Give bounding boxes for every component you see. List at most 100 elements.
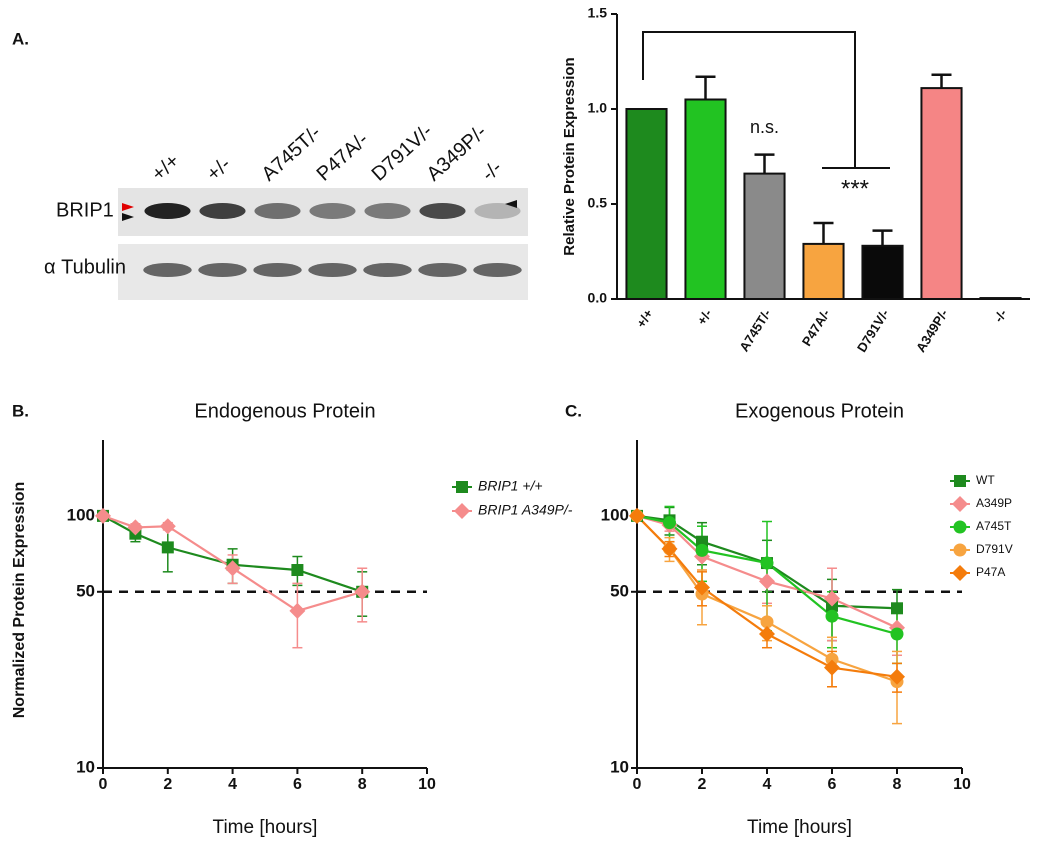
- annotation: ***: [841, 175, 869, 202]
- legend-marker: [954, 475, 966, 487]
- lane-label: A349P/-: [423, 121, 491, 186]
- data-point: [661, 540, 678, 557]
- data-point: [890, 627, 904, 641]
- x-tick-label: 6: [828, 776, 837, 793]
- x-axis-label: Time [hours]: [747, 817, 852, 838]
- data-point: [291, 564, 304, 577]
- y-axis-label: Normalized Protein Expression: [11, 482, 28, 719]
- x-tick-label: A349P/-: [913, 306, 951, 354]
- x-tick-label: +/+: [633, 306, 656, 330]
- chart-title: Exogenous Protein: [735, 400, 904, 422]
- blot-band: [198, 263, 247, 277]
- legend-marker: [952, 565, 968, 581]
- annotation: n.s.: [750, 117, 779, 137]
- legend-marker: [454, 503, 470, 519]
- blot-band: [144, 203, 191, 219]
- x-tick-label: -/-: [991, 306, 1010, 324]
- x-tick-label: 10: [953, 776, 971, 793]
- x-tick-label: 4: [763, 776, 772, 793]
- y-tick-label: 100: [67, 505, 95, 524]
- x-tick-label: 0: [633, 776, 642, 793]
- blot-band: [418, 263, 467, 277]
- blot-row-label: α Tubulin: [44, 256, 126, 278]
- x-tick-label: 2: [698, 776, 707, 793]
- data-point: [224, 560, 241, 577]
- blot-row-label: BRIP1: [56, 199, 114, 221]
- blot-band: [364, 203, 411, 219]
- data-point: [159, 518, 176, 535]
- legend-label: P47A: [976, 565, 1005, 579]
- legend-label: WT: [976, 473, 995, 487]
- x-tick-label: 4: [228, 776, 237, 793]
- significance-bracket: [642, 31, 890, 169]
- arrowhead: [505, 200, 517, 208]
- panel-label: C.: [565, 401, 582, 420]
- data-point: [824, 590, 840, 607]
- y-tick-label: 50: [610, 581, 629, 600]
- x-tick-label: 8: [893, 776, 902, 793]
- x-tick-label: +/-: [694, 306, 715, 327]
- data-point: [354, 583, 371, 600]
- data-point: [825, 652, 839, 666]
- y-tick-label: 10: [610, 757, 629, 776]
- blot-band: [253, 263, 302, 277]
- x-tick-label: 10: [418, 776, 436, 793]
- lane-label: -/-: [478, 157, 507, 186]
- blot-band: [473, 263, 522, 277]
- blot-band: [143, 263, 192, 277]
- legend-label: D791V: [976, 542, 1013, 556]
- x-tick-label: 0: [99, 776, 108, 793]
- data-point: [694, 579, 710, 596]
- y-tick-label: 1.5: [588, 5, 608, 21]
- blot-band: [308, 263, 357, 277]
- data-point: [889, 668, 905, 685]
- legend-marker: [953, 543, 967, 557]
- lane-label: +/-: [203, 153, 235, 185]
- legend-marker: [952, 496, 968, 512]
- data-point: [629, 507, 645, 524]
- blot-band: [254, 203, 301, 219]
- x-tick-label: 2: [163, 776, 172, 793]
- chart-title: Endogenous Protein: [194, 400, 375, 422]
- legend-marker: [456, 481, 468, 493]
- data-point: [95, 507, 111, 524]
- lane-label: A745T/-: [258, 122, 326, 186]
- legend-marker: [953, 520, 967, 534]
- data-point: [760, 556, 774, 570]
- data-point: [760, 615, 774, 629]
- y-axis-label: Relative Protein Expression: [561, 57, 578, 255]
- bar: [920, 87, 963, 300]
- blot-band: [419, 203, 466, 219]
- data-point: [759, 626, 775, 643]
- data-point: [891, 602, 903, 615]
- y-tick-label: 1.0: [588, 100, 608, 116]
- data-point: [127, 519, 144, 536]
- data-point: [289, 602, 306, 619]
- lane-label: D791V/-: [368, 120, 437, 185]
- bar: [743, 172, 786, 301]
- blot-band: [474, 203, 521, 219]
- arrowhead: [122, 213, 134, 221]
- bar: [861, 244, 904, 301]
- x-tick-label: D791V/-: [854, 306, 892, 354]
- y-tick-label: 0.0: [588, 290, 608, 306]
- legend-label: BRIP1 A349P/-: [478, 502, 573, 518]
- x-tick-label: A745T/-: [736, 306, 774, 354]
- data-point: [824, 659, 840, 676]
- x-tick-label: 8: [358, 776, 367, 793]
- data-point: [663, 516, 676, 530]
- blot-band: [309, 203, 356, 219]
- y-tick-label: 10: [76, 757, 95, 776]
- x-tick-label: P47A/-: [799, 306, 833, 348]
- y-tick-label: 0.5: [588, 195, 608, 211]
- data-point: [759, 573, 775, 590]
- bar: [802, 242, 845, 300]
- data-point: [695, 543, 709, 557]
- blot-band: [199, 203, 246, 219]
- legend-label: A349P: [976, 496, 1012, 510]
- series-line: [636, 515, 898, 678]
- x-axis-label: Time [hours]: [213, 817, 318, 838]
- bar: [625, 108, 668, 300]
- blot-band: [363, 263, 412, 277]
